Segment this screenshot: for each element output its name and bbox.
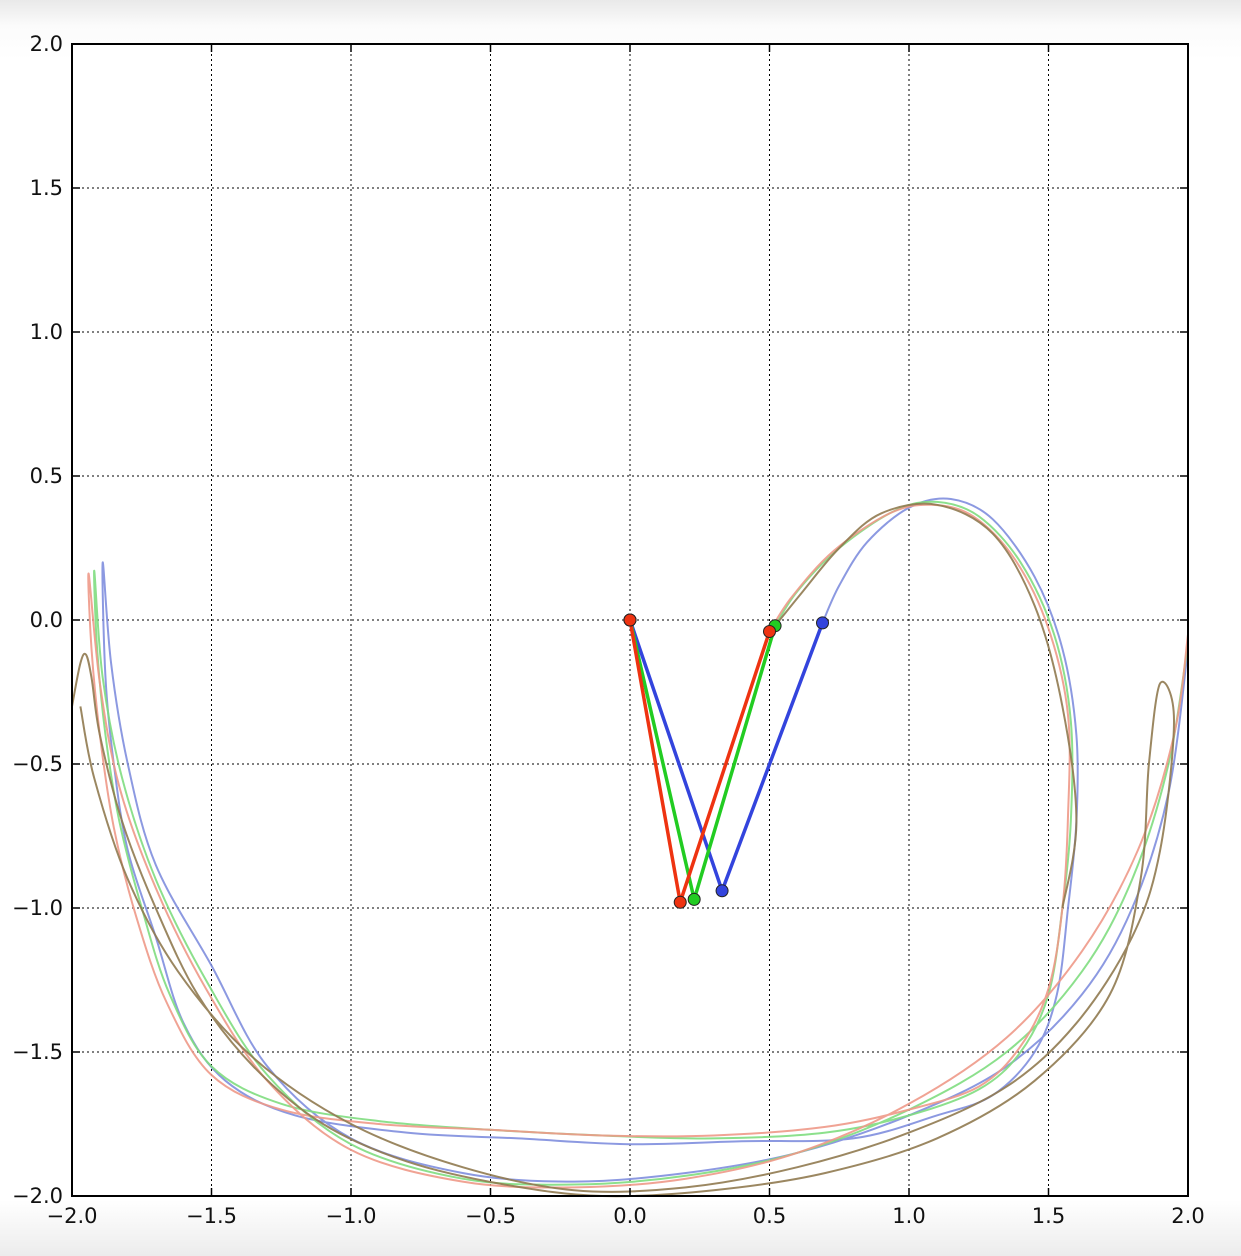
x-tick-label: −1.5 [186, 1204, 237, 1228]
y-tick-label: −2.0 [12, 1184, 63, 1208]
ticks: −2.0 −1.5 −1.0 −0.5 0.0 0.5 1.0 1.5 2.0 −2.0 −1.5 −… [12, 32, 1205, 1228]
pendulum-joint [715, 884, 729, 898]
y-tick-label: 1.0 [30, 320, 63, 344]
y-tick-label: 2.0 [30, 32, 63, 56]
pendulum-joint [673, 895, 687, 909]
pendulum-joint [763, 625, 776, 639]
x-tick-label: 1.5 [1032, 1204, 1065, 1228]
y-tick-label: −1.5 [12, 1040, 63, 1064]
y-tick-label: −1.0 [12, 896, 63, 920]
y-tick-label: 0.5 [30, 464, 63, 488]
y-tick-label: −0.5 [12, 752, 63, 776]
y-tick-label: 0.0 [30, 608, 63, 632]
trajectory-trace [774, 502, 1078, 909]
trajectory-trace [71, 652, 1175, 1198]
x-tick-label: 0.5 [753, 1204, 786, 1228]
pendulum-joint [623, 613, 637, 627]
x-tick-label: −0.5 [465, 1204, 516, 1228]
pendulum-joint [687, 892, 701, 906]
trajectory-trace [93, 500, 1189, 1186]
pendulum-joint [816, 616, 830, 630]
pendulum-arms [623, 613, 830, 909]
x-tick-label: 1.0 [892, 1204, 925, 1228]
x-tick-label: −1.0 [326, 1204, 377, 1228]
y-tick-label: 1.5 [30, 176, 63, 200]
x-tick-label: 2.0 [1171, 1204, 1204, 1228]
x-tick-label: 0.0 [613, 1204, 646, 1228]
trajectory-traces [71, 497, 1189, 1198]
x-tick-label: −2.0 [47, 1204, 98, 1228]
trajectory-trace [87, 503, 1189, 1189]
